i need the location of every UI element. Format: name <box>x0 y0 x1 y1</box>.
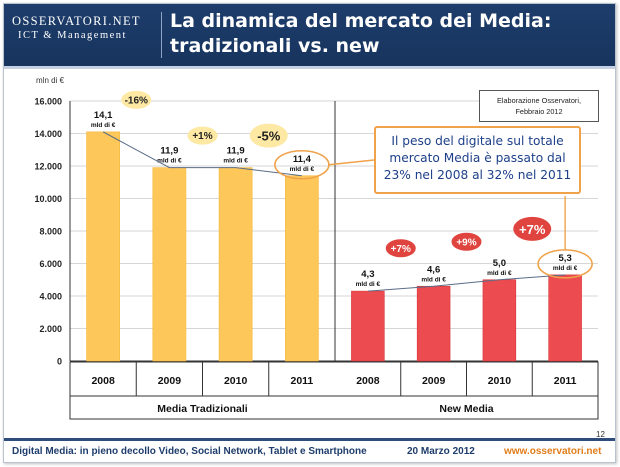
y-tick-label: 10.000 <box>34 194 62 204</box>
bar-value-label: 5,0 <box>493 258 506 269</box>
growth-bubble <box>385 239 416 258</box>
bar-value-label: 11,9 <box>160 146 178 157</box>
growth-bubble <box>187 126 218 145</box>
y-tick-label: 8.000 <box>39 227 62 237</box>
bar-unit-label: mld di € <box>356 281 381 288</box>
bar-unit-label: mld di € <box>91 122 116 129</box>
x-tick-label: 2009 <box>422 375 446 387</box>
growth-bubble <box>249 123 288 148</box>
source-line-1: Elaborazione Osservatori, <box>497 96 581 105</box>
growth-bubble <box>121 90 152 109</box>
y-tick-label: 12.000 <box>34 162 62 172</box>
source-line-2: Febbraio 2012 <box>515 107 563 116</box>
bar-value-label: 14,1 <box>94 110 113 121</box>
bar-value-label: 11,4 <box>293 154 312 165</box>
bar-unit-label: mld di € <box>290 166 315 173</box>
x-tick-label: 2008 <box>356 375 380 387</box>
growth-label: +7% <box>519 222 546 237</box>
bar <box>351 290 385 362</box>
bar <box>416 285 451 362</box>
growth-label: +7% <box>391 244 411 255</box>
callout-line-3: 23% nel 2008 al 32% nel 2011 <box>383 168 572 182</box>
title-line-1: La dinamica del mercato dei Media: <box>170 10 552 32</box>
bar-unit-label: mld di € <box>223 158 248 165</box>
page-number: 12 <box>596 430 605 439</box>
callout-line-1: Il peso del digitale sul totale <box>391 134 564 148</box>
growth-label: +9% <box>456 237 476 248</box>
bar <box>86 131 120 362</box>
bar <box>152 167 187 362</box>
y-tick-label: 4.000 <box>39 292 62 302</box>
x-tick-label: 2011 <box>290 375 313 387</box>
media-market-chart: mln di € 0 2.000 4.000 6.000 8.000 10.000 12.00… <box>34 76 599 420</box>
footer-date: 20 Marzo 2012 <box>407 446 475 457</box>
bar-value-label: 5,3 <box>559 253 572 264</box>
header-rule <box>4 66 615 69</box>
bar-unit-label: mld di € <box>553 265 578 272</box>
header-divider <box>161 12 162 58</box>
bar <box>285 175 319 362</box>
y-tick-label: 0 <box>57 357 62 367</box>
title-line-2: tradizionali vs. new <box>170 35 380 57</box>
source-note: Elaborazione Osservatori, Febbraio 2012 <box>479 90 599 122</box>
y-tick-label: 2.000 <box>39 324 62 334</box>
y-tick-label: 6.000 <box>39 259 62 269</box>
slide-title: La dinamica del mercato dei Media: tradi… <box>170 9 610 59</box>
footer-caption: Digital Media: in pieno decollo Video, S… <box>12 446 367 457</box>
footer-rule <box>4 438 615 441</box>
callout-line-2: mercato Media è passato dal <box>389 151 566 165</box>
bar-value-label: 4,6 <box>427 264 440 275</box>
bar-unit-label: mld di € <box>421 276 446 283</box>
bar <box>218 167 253 362</box>
slide-footer: Digital Media: in pieno decollo Video, S… <box>4 444 615 462</box>
bar-unit-label: mld di € <box>487 270 512 277</box>
bar-value-label: 11,9 <box>227 146 245 157</box>
y-tick-label: 16.000 <box>34 97 62 107</box>
y-axis-label: mln di € <box>36 76 65 85</box>
growth-label: +1% <box>192 131 212 142</box>
growth-bubble <box>513 216 552 241</box>
bar-unit-label: mld di € <box>157 158 182 165</box>
x-tick-label: 2010 <box>488 375 512 387</box>
bar <box>482 279 517 362</box>
bar-value-label: 4,3 <box>361 269 374 280</box>
x-tick-label: 2008 <box>91 375 115 387</box>
digital-share-callout: Il peso del digitale sul totale mercato … <box>374 126 581 194</box>
logo-main-text: OSSERVATORI.NET <box>12 14 141 28</box>
group-label: Media Tradizionali <box>157 403 248 415</box>
y-tick-label: 14.000 <box>34 129 62 139</box>
x-tick-label: 2010 <box>224 375 248 387</box>
trend-line <box>367 274 566 292</box>
bar <box>548 274 582 362</box>
x-tick-label: 2011 <box>554 375 577 387</box>
osservatori-logo: OSSERVATORI.NET ICT & Management <box>12 14 154 52</box>
growth-bubble <box>451 232 482 251</box>
x-tick-label: 2009 <box>158 375 182 387</box>
slide-header: OSSERVATORI.NET ICT & Management La dina… <box>4 4 615 66</box>
growth-label: -16% <box>125 95 148 106</box>
group-label: New Media <box>439 403 493 415</box>
logo-sub-text: ICT & Management <box>18 30 127 41</box>
trend-line <box>102 131 302 177</box>
growth-label: -5% <box>257 129 281 144</box>
category-table <box>69 361 599 420</box>
callout-connector <box>328 159 375 166</box>
footer-url[interactable]: www.osservatori.net <box>504 446 602 457</box>
slide: OSSERVATORI.NET ICT & Management La dina… <box>3 3 616 463</box>
